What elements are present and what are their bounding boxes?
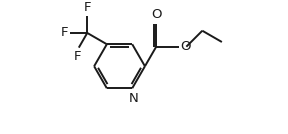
- Text: O: O: [180, 40, 190, 53]
- Text: N: N: [128, 92, 138, 105]
- Text: F: F: [61, 26, 69, 39]
- Text: F: F: [84, 1, 91, 14]
- Text: F: F: [74, 49, 82, 62]
- Text: O: O: [151, 8, 162, 21]
